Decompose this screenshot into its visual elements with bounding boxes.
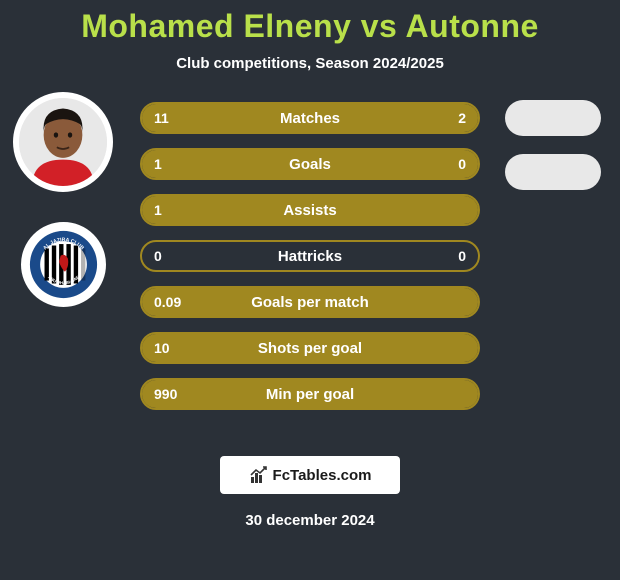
stat-rows: 11 Matches 2 1 Goals 0 1 Assists 0 Hattricks 0 0.09…: [140, 102, 480, 410]
brand-icon: [249, 465, 269, 485]
stat-value-right: 0: [458, 156, 466, 172]
stat-row: 0.09 Goals per match: [140, 286, 480, 318]
stat-label: Goals: [289, 156, 331, 173]
stat-value-left: 0.09: [154, 294, 181, 310]
stat-value-left: 10: [154, 340, 170, 356]
brand-text: FcTables.com: [273, 467, 372, 484]
player-avatar: [13, 92, 113, 192]
stat-label: Shots per goal: [258, 340, 362, 357]
stat-label: Matches: [280, 110, 340, 127]
stat-label: Assists: [283, 202, 336, 219]
stat-row: 990 Min per goal: [140, 378, 480, 410]
opponent-avatar-placeholder: [505, 100, 601, 136]
stat-row: 0 Hattricks 0: [140, 240, 480, 272]
stat-value-right: 0: [458, 248, 466, 264]
left-column: AL JAZIRA CLUB ABU DHABI-UAE: [8, 92, 118, 307]
club-badge-svg: AL JAZIRA CLUB ABU DHABI-UAE: [27, 228, 100, 301]
stat-value-left: 11: [154, 110, 169, 126]
stat-label: Goals per match: [251, 294, 369, 311]
stat-row: 1 Goals 0: [140, 148, 480, 180]
stat-row: 1 Assists: [140, 194, 480, 226]
stat-row: 11 Matches 2: [140, 102, 480, 134]
club-badge: AL JAZIRA CLUB ABU DHABI-UAE: [21, 222, 106, 307]
stat-value-left: 990: [154, 386, 177, 402]
right-column: [498, 100, 608, 190]
comparison-content: AL JAZIRA CLUB ABU DHABI-UAE 11Matches21…: [0, 102, 620, 432]
stat-label: Min per goal: [266, 386, 354, 403]
stat-value-left: 1: [154, 202, 162, 218]
comparison-subtitle: Club competitions, Season 2024/2025: [0, 55, 620, 72]
stat-fill-right: [426, 104, 478, 132]
stat-value-left: 1: [154, 156, 162, 172]
stat-value-right: 2: [458, 110, 466, 126]
brand-badge: FcTables.com: [220, 456, 400, 494]
player-avatar-svg: [19, 98, 107, 186]
comparison-title: Mohamed Elneny vs Autonne: [0, 0, 620, 45]
stat-label: Hattricks: [278, 248, 342, 265]
opponent-club-placeholder: [505, 154, 601, 190]
stat-row: 10 Shots per goal: [140, 332, 480, 364]
footer-date: 30 december 2024: [0, 512, 620, 529]
stat-value-left: 0: [154, 248, 162, 264]
